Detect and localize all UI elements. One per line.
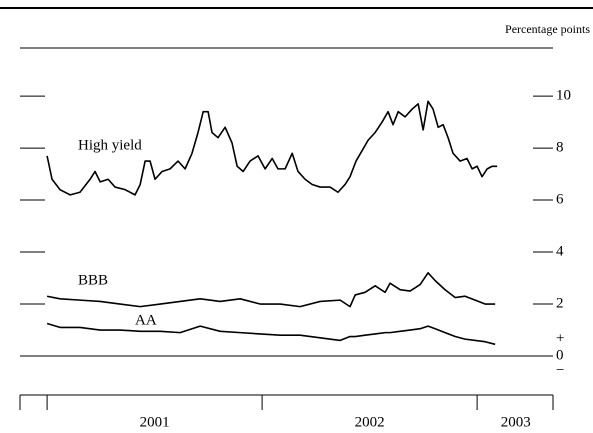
series-label: BBB <box>78 272 108 288</box>
y-tick-label: 8 <box>556 140 564 156</box>
y-tick-label: 6 <box>556 191 564 207</box>
x-tick-label: 2002 <box>355 414 385 430</box>
y-tick-label: 0 <box>556 347 564 363</box>
x-tick-label: 2001 <box>140 414 170 430</box>
series-label: High yield <box>78 137 142 153</box>
unit-label: Percentage points <box>505 22 590 36</box>
series-label: AA <box>135 312 157 328</box>
series-line <box>46 322 496 346</box>
y-tick-label: 2 <box>556 295 564 311</box>
sign-minus: − <box>556 362 564 378</box>
series-line <box>46 272 496 308</box>
y-tick-label: 4 <box>556 243 564 259</box>
y-tick-label: 10 <box>556 88 571 104</box>
sign-plus: + <box>556 330 564 346</box>
x-tick-label: 2003 <box>501 414 531 430</box>
series-line <box>46 100 498 196</box>
